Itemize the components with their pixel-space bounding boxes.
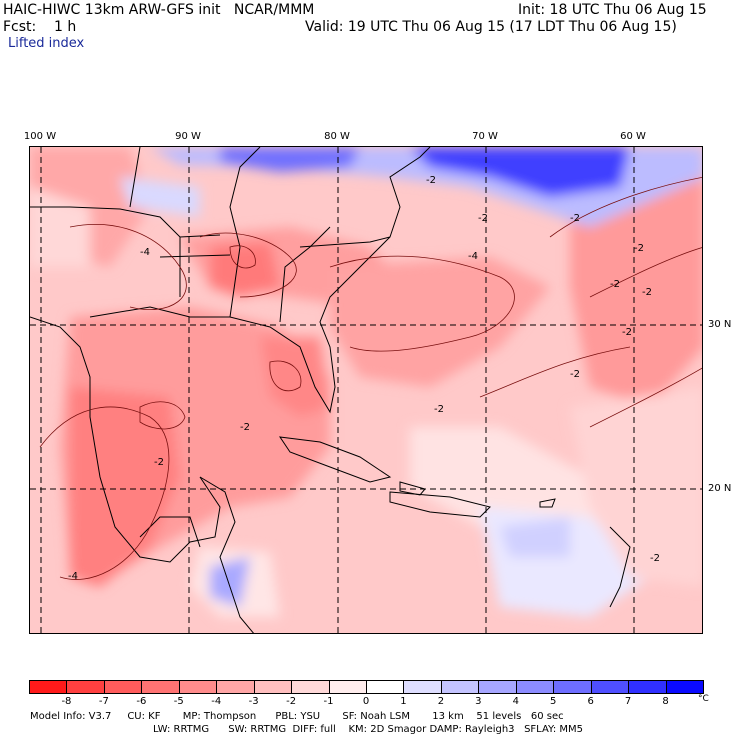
colorbar-swatch <box>29 680 68 694</box>
colorbar-swatch <box>328 680 367 694</box>
map-canvas: -2 -4 -2 -2 -2 -4 -2 -2 -2 -2 -2 -2 -2 -… <box>30 147 702 633</box>
contour-label: -2 <box>240 422 250 433</box>
colorbar-unit: °C <box>698 694 709 704</box>
contour-label: -4 <box>68 571 78 582</box>
init-time: Init: 18 UTC Thu 06 Aug 15 <box>518 2 707 18</box>
contour-label: -2 <box>570 369 580 380</box>
colorbar-tick-label: 2 <box>437 696 445 707</box>
colorbar-tick-label: -3 <box>248 696 259 707</box>
contour-label: -2 <box>154 457 164 468</box>
field-name: Lifted index <box>8 36 85 51</box>
longitude-label: 70 W <box>472 131 498 142</box>
latitude-label: 30 N <box>708 319 732 330</box>
longitude-label: 100 W <box>23 131 57 142</box>
colorbar-swatch <box>590 680 630 694</box>
model-title: HAIC-HIWC 13km ARW-GFS init NCAR/MMM <box>3 2 315 18</box>
contour-label: -2 <box>426 175 436 186</box>
colorbar-tick-label: 6 <box>587 696 594 707</box>
colorbar-swatch <box>253 680 293 694</box>
contours <box>39 176 702 580</box>
colorbar-tick-label: 0 <box>362 696 370 707</box>
longitude-label: 90 W <box>175 131 201 142</box>
model-info-line-2: LW: RRTMG SW: RRTMG DIFF: full KM: 2D Sm… <box>153 724 583 735</box>
lifted-index-map: -2 -4 -2 -2 -2 -4 -2 -2 -2 -2 -2 -2 -2 -… <box>29 146 703 634</box>
colorbar-swatch <box>553 680 592 694</box>
colorbar-tick-label: -6 <box>136 696 147 707</box>
colorbar-tick-label: -4 <box>211 696 222 707</box>
colorbar-swatch <box>440 680 480 694</box>
lat-lon-grid <box>30 147 702 633</box>
colorbar-swatch <box>628 680 667 694</box>
latitude-label: 20 N <box>708 483 732 494</box>
colorbar-swatch <box>216 680 255 694</box>
contour-label: -2 <box>650 553 660 564</box>
contour-label: -4 <box>468 251 478 262</box>
colorbar-tick-label: -7 <box>98 696 109 707</box>
valid-time: Valid: 19 UTC Thu 06 Aug 15 (17 LDT Thu … <box>305 19 677 35</box>
colorbar-swatch <box>291 680 330 694</box>
longitude-label: 80 W <box>324 131 350 142</box>
colorbar-tick-label: 1 <box>400 696 407 707</box>
colorbar-swatch <box>66 680 105 694</box>
contour-label-layer: -2 -4 -2 -2 -2 -4 -2 -2 -2 -2 -2 -2 -2 -… <box>68 175 660 582</box>
colorbar-tick-label: 5 <box>550 696 557 707</box>
colorbar-swatch <box>178 680 218 694</box>
contour-label: -2 <box>570 213 580 224</box>
shading-layer <box>30 147 702 617</box>
contour-label: -2 <box>434 404 444 415</box>
coastlines <box>30 147 631 633</box>
contour-label: -2 <box>610 279 620 290</box>
colorbar-tick-label: 4 <box>512 696 519 707</box>
contour-label: -2 <box>478 213 488 224</box>
colorbar-tick-label: -1 <box>323 696 334 707</box>
colorbar-tick-label: 7 <box>624 696 632 707</box>
forecast-hour: Fcst: 1 h <box>3 19 77 35</box>
colorbar-tick-label: -2 <box>286 696 297 707</box>
colorbar-tick-label: -8 <box>61 696 72 707</box>
longitude-label: 60 W <box>620 131 646 142</box>
colorbar-tick-label: 8 <box>662 696 669 707</box>
colorbar-swatch <box>478 680 517 694</box>
colorbar-tick-label: -5 <box>173 696 184 707</box>
colorbar-swatch <box>366 680 405 694</box>
colorbar-swatch <box>141 680 180 694</box>
colorbar-swatch <box>665 680 704 694</box>
contour-label: -2 <box>642 287 652 298</box>
colorbar-swatch <box>403 680 442 694</box>
model-info-line-1: Model Info: V3.7 CU: KF MP: Thompson PBL… <box>30 711 564 722</box>
colorbar-swatch <box>103 680 143 694</box>
contour-label: -2 <box>634 243 644 254</box>
colorbar-swatch <box>515 680 555 694</box>
contour-label: -4 <box>140 247 150 258</box>
colorbar-tick-label: 3 <box>475 696 482 707</box>
contour-label: -2 <box>622 327 632 338</box>
